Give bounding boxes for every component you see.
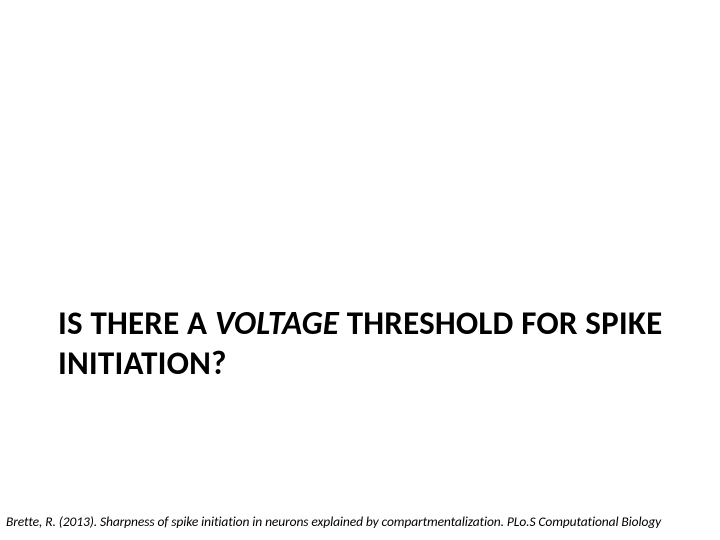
- title-italic-word: VOLTAGE: [215, 303, 339, 343]
- title-prefix: IS THERE A: [58, 303, 215, 343]
- slide-title: IS THERE A VOLTAGE THRESHOLD FOR SPIKE I…: [58, 304, 680, 383]
- citation-text: Brette, R. (2013). Sharpness of spike in…: [6, 513, 714, 530]
- slide: IS THERE A VOLTAGE THRESHOLD FOR SPIKE I…: [0, 0, 720, 540]
